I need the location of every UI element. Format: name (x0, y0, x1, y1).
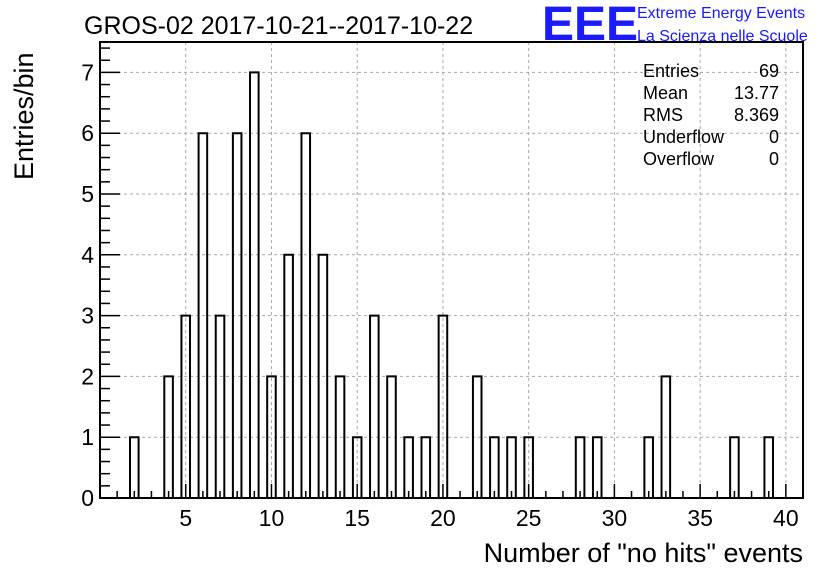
y-tick-label: 4 (81, 242, 94, 268)
plot-frame (99, 41, 804, 499)
histogram-bar (403, 436, 414, 498)
histogram-bar (214, 314, 226, 498)
histogram-bar (180, 314, 192, 498)
histogram-bar (369, 314, 380, 498)
stat-value: 0 (769, 149, 779, 169)
y-tick-label: 6 (81, 120, 94, 146)
y-tick-label: 2 (81, 363, 94, 389)
histogram-bar (386, 375, 397, 498)
histogram-bar (729, 436, 740, 498)
y-tick-label: 5 (81, 181, 94, 207)
x-tick-label: 40 (773, 505, 799, 531)
y-tick-label: 0 (81, 485, 94, 511)
stat-label: Entries (643, 61, 699, 81)
histogram-bar (574, 436, 586, 498)
histogram-bar (420, 436, 432, 498)
histogram-bar (660, 375, 672, 498)
histogram-bar (489, 436, 500, 498)
logo: EEE Extreme Energy Events La Scienza nel… (542, 0, 808, 51)
histogram-bar (197, 132, 209, 498)
histogram-bar (591, 436, 603, 498)
stat-label: RMS (643, 105, 683, 125)
y-axis-ticks: 0 1 2 3 4 5 6 7 (81, 47, 120, 511)
histogram-bar (300, 132, 312, 498)
histogram-bar (249, 71, 260, 498)
y-tick-label: 3 (81, 303, 94, 329)
histogram-bar (266, 375, 277, 498)
x-tick-label: 35 (687, 505, 713, 531)
logo-line-1: Extreme Energy Events (637, 5, 805, 22)
logo-line-2: La Scienza nelle Scuole (637, 28, 808, 45)
stat-label: Underflow (643, 127, 725, 147)
stats-box: Entries 69 Mean 13.77 RMS 8.369 Underflo… (643, 61, 779, 169)
histogram-bar (471, 375, 483, 498)
y-tick-label: 1 (81, 424, 94, 450)
x-tick-label: 10 (259, 505, 285, 531)
histogram-bar (283, 253, 294, 498)
stat-label: Mean (643, 83, 688, 103)
x-axis-ticks: 5 10 15 20 25 30 35 40 (116, 484, 804, 531)
histogram-bar (643, 436, 654, 498)
histogram-bars (129, 71, 774, 498)
histogram-bar (437, 314, 449, 498)
y-axis-label: Entries/bin (9, 52, 39, 180)
x-tick-label: 20 (430, 505, 456, 531)
chart-title: GROS-02 2017-10-21--2017-10-22 (84, 12, 473, 40)
histogram-bar (129, 436, 140, 498)
stat-value: 69 (759, 61, 779, 81)
x-tick-label: 30 (602, 505, 628, 531)
stat-label: Overflow (643, 149, 715, 169)
x-axis-label: Number of "no hits" events (484, 538, 803, 568)
x-tick-label: 5 (179, 505, 192, 531)
histogram-bar (163, 375, 174, 498)
histogram-bar (231, 132, 243, 498)
stat-value: 13.77 (734, 83, 779, 103)
x-tick-label: 15 (344, 505, 370, 531)
histogram-bar (523, 436, 534, 498)
histogram-bar (506, 436, 517, 498)
stat-value: 0 (769, 127, 779, 147)
histogram-bar (763, 436, 774, 498)
grid-lines (100, 42, 803, 498)
stat-value: 8.369 (734, 105, 779, 125)
y-tick-label: 7 (81, 59, 94, 85)
histogram-bar (351, 436, 363, 498)
histogram-bar (317, 253, 329, 498)
x-tick-label: 25 (516, 505, 542, 531)
logo-mark: EEE (542, 0, 638, 51)
histogram-bar (334, 375, 346, 498)
